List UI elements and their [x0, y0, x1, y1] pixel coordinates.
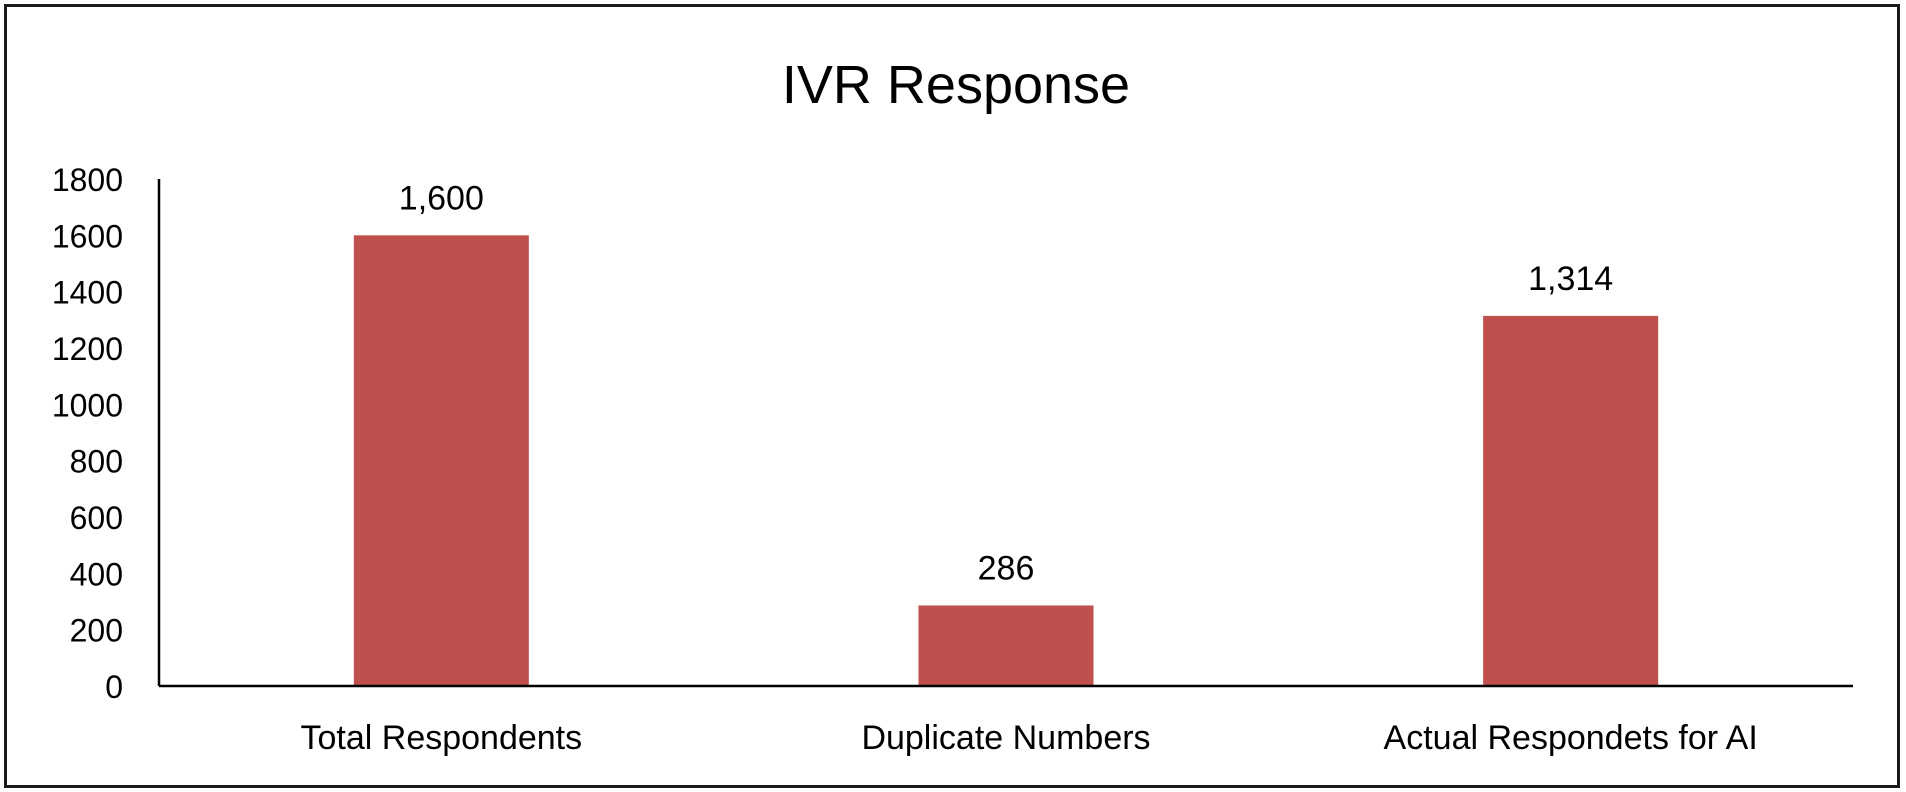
y-tick-label: 1600	[52, 218, 123, 254]
x-axis-category-labels: Total Respondents Duplicate Numbers Actual…	[301, 719, 1758, 757]
y-tick-label: 200	[70, 613, 123, 649]
x-category-label: Duplicate Numbers	[861, 719, 1150, 757]
x-category-label: Total Respondents	[301, 719, 583, 757]
bar-data-label: 1,600	[399, 179, 484, 217]
y-tick-label: 800	[70, 444, 123, 480]
y-tick-label: 1200	[52, 331, 123, 367]
y-tick-label: 1400	[52, 275, 123, 311]
bar	[918, 605, 1094, 686]
bar-chart: IVR Response 0 200 400 600 800 1000 1200 1400 16…	[52, 55, 1853, 757]
chart-frame: IVR Response 0 200 400 600 800 1000 1200 1400 16…	[4, 4, 1900, 788]
bar	[353, 235, 529, 687]
y-tick-label: 1000	[52, 387, 123, 423]
chart-title: IVR Response	[782, 55, 1130, 115]
bar-data-label: 286	[978, 549, 1035, 587]
bar	[1483, 315, 1659, 686]
y-tick-label: 600	[70, 500, 123, 536]
y-axis-tick-labels: 0 200 400 600 800 1000 1200 1400 1600 1800	[52, 162, 123, 705]
bar-series	[353, 235, 1659, 687]
y-tick-label: 400	[70, 556, 123, 592]
y-tick-label: 1800	[52, 162, 123, 198]
data-labels: 1,600 286 1,314	[399, 179, 1613, 587]
x-category-label: Actual Respondets for AI	[1384, 719, 1758, 757]
bar-data-label: 1,314	[1528, 260, 1613, 298]
y-tick-label: 0	[105, 669, 123, 705]
